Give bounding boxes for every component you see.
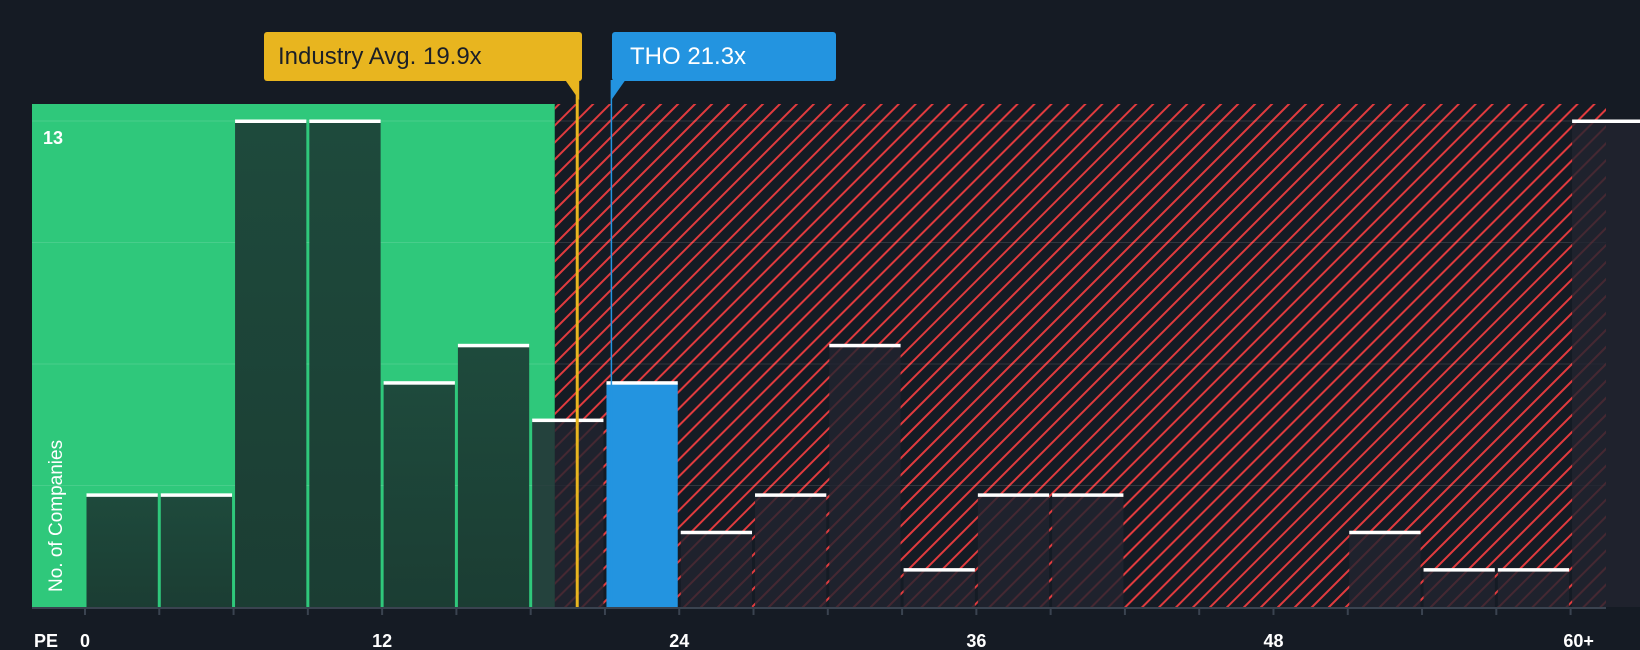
company-pointer xyxy=(611,80,626,100)
industry-avg-label: Industry Avg. 19.9x xyxy=(278,43,482,70)
x-tick-label: 12 xyxy=(372,631,392,650)
bar-cap xyxy=(1497,568,1570,572)
industry-avg-box xyxy=(264,32,582,81)
bars xyxy=(86,119,1640,607)
x-tick-label: 24 xyxy=(669,631,689,650)
histogram-bar xyxy=(1497,569,1570,607)
x-tick-label: 60+ xyxy=(1563,631,1594,650)
x-ticks: 0 12 24 36 48 60+ xyxy=(80,607,1594,650)
x-axis-label: PE xyxy=(34,631,58,650)
industry-avg-pointer xyxy=(565,80,580,100)
company-label: THO 21.3x xyxy=(630,43,746,70)
company-box xyxy=(612,32,836,81)
histogram-bar xyxy=(680,532,753,607)
histogram-bar xyxy=(755,494,827,607)
bar-cap xyxy=(457,343,530,348)
bar-cap xyxy=(1052,493,1124,497)
x-tick-label: 36 xyxy=(966,631,986,650)
bar-cap xyxy=(383,381,455,385)
histogram-bar xyxy=(977,494,1050,607)
histogram-bar xyxy=(86,494,158,607)
histogram-bar xyxy=(457,345,530,607)
bar-cap xyxy=(160,493,233,497)
histogram-bar xyxy=(829,345,901,607)
histogram-bar xyxy=(1349,532,1421,607)
bar-cap xyxy=(606,381,678,385)
bar-cap xyxy=(829,343,901,348)
bar-cap xyxy=(86,493,158,497)
bar-cap xyxy=(977,493,1050,497)
histogram-bar xyxy=(235,121,307,607)
histogram-bar xyxy=(1052,494,1124,607)
bar-cap xyxy=(755,493,827,497)
y-max-label: 13 xyxy=(43,128,63,148)
bar-cap xyxy=(309,119,381,123)
histogram-bar xyxy=(532,420,604,607)
x-tick-label: 0 xyxy=(80,631,90,650)
markers: Industry Avg. 19.9x THO 21.3x xyxy=(264,32,836,607)
bar-cap xyxy=(903,568,975,572)
histogram-bar xyxy=(309,121,381,607)
histogram-bar xyxy=(903,569,975,607)
histogram-bar xyxy=(383,382,455,607)
histogram-bar xyxy=(1572,121,1640,607)
bar-cap xyxy=(680,530,753,535)
histogram-bar xyxy=(160,494,233,607)
bar-cap xyxy=(235,119,307,123)
bar-cap xyxy=(532,418,604,423)
x-tick-label: 48 xyxy=(1263,631,1283,650)
bar-cap xyxy=(1423,568,1495,572)
bar-cap xyxy=(1349,530,1421,535)
company-bar xyxy=(606,382,678,607)
histogram-bar xyxy=(1423,569,1495,607)
y-axis-label: No. of Companies xyxy=(46,440,67,592)
bar-cap xyxy=(1572,119,1640,123)
